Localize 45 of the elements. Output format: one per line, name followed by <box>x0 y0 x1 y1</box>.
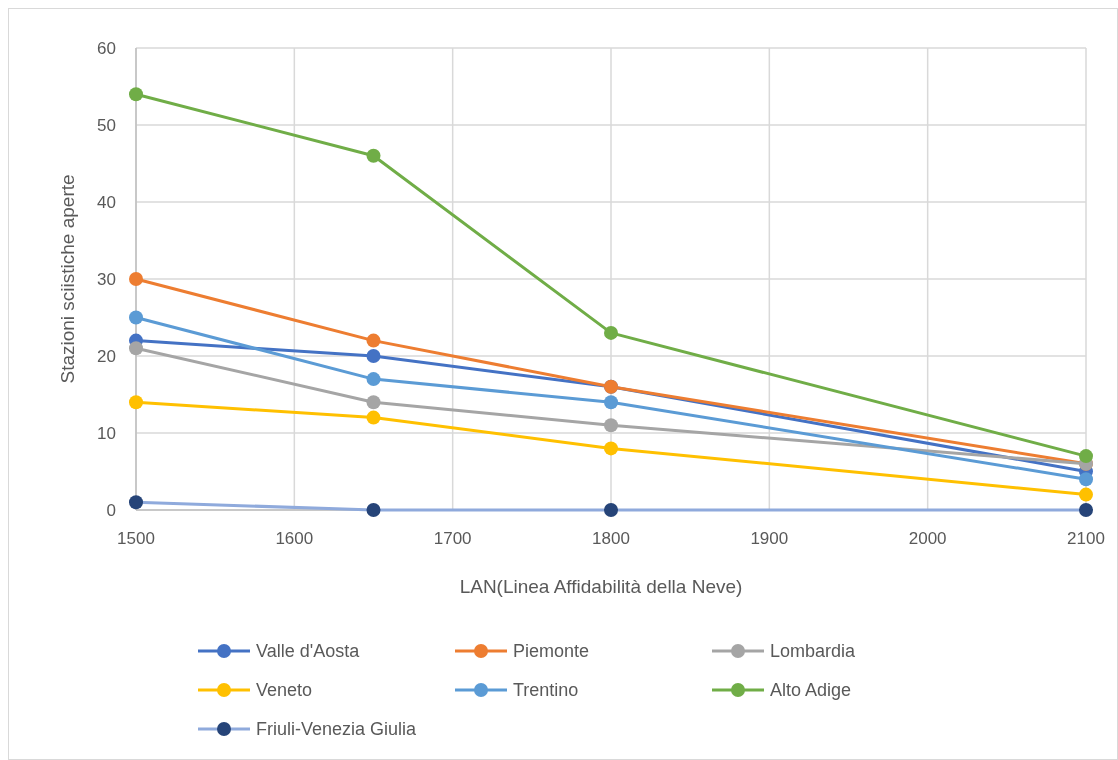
x-tick-label: 1900 <box>750 529 789 548</box>
y-tick-label: 50 <box>97 115 116 135</box>
x-tick-label: 1600 <box>275 529 314 548</box>
y-tick-label: 10 <box>97 423 116 443</box>
x-tick-label: 1500 <box>117 529 155 548</box>
point <box>366 372 381 387</box>
point <box>1079 503 1093 517</box>
point <box>366 349 381 363</box>
x-axis-title: LAN(Linea Affidabilità della Neve) <box>459 576 743 597</box>
point <box>129 395 143 410</box>
legend-label: Friuli-Venezia Giulia <box>256 719 418 740</box>
point <box>366 395 381 410</box>
legend-label: Valle d'Aosta <box>256 641 361 662</box>
x-tick-label: 1700 <box>433 529 472 548</box>
point <box>604 503 618 517</box>
point <box>366 503 381 517</box>
point <box>129 341 143 356</box>
point <box>1079 449 1093 464</box>
point <box>604 395 618 410</box>
y-tick-label: 30 <box>97 269 116 289</box>
x-tick-label: 1800 <box>592 529 630 548</box>
y-tick-label: 20 <box>97 346 116 366</box>
x-tick-label: 2100 <box>1067 529 1105 548</box>
x-tick-label: 2000 <box>908 529 947 548</box>
legend-label: Piemonte <box>513 641 590 662</box>
y-tick-label: 40 <box>97 192 116 212</box>
point <box>1079 472 1093 487</box>
legend-label: Veneto <box>256 680 313 701</box>
y-axis-title: Stazioni sciistiche aperte <box>57 174 78 384</box>
point <box>366 410 381 425</box>
point <box>129 272 143 286</box>
point <box>366 333 381 348</box>
point <box>604 325 618 340</box>
legend-label: Trentino <box>513 680 579 701</box>
point <box>129 310 143 325</box>
point <box>129 495 143 510</box>
point <box>1079 487 1093 502</box>
y-tick-label: 0 <box>106 500 116 520</box>
point <box>604 441 618 456</box>
legend-label: Alto Adige <box>770 680 852 701</box>
point <box>129 87 143 102</box>
y-tick-label: 60 <box>97 38 116 58</box>
point <box>366 148 381 163</box>
point <box>604 418 618 433</box>
legend-label: Lombardia <box>770 641 857 662</box>
